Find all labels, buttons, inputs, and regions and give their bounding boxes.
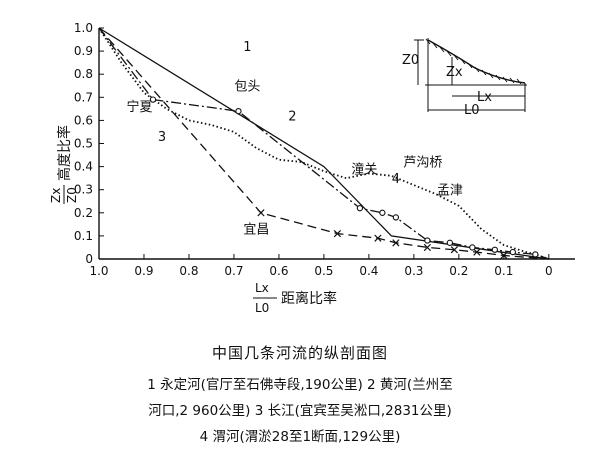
inset-diagram: Z0 Zx Lx L0 [402, 38, 527, 118]
x-ticks: 1.0 0.9 0.8 0.7 0.6 0.5 0.4 0.3 0.2 0.1 0 [89, 254, 552, 278]
annotation-label: 潼关 [351, 162, 377, 178]
plot-axes [99, 28, 575, 259]
figure-caption-line-1: 1 永定河(官厅至石佛寺段,190公里) 2 黄河(兰州至 [0, 373, 600, 393]
series-4-point [533, 252, 538, 257]
series-4-point [447, 240, 452, 245]
x-tick-label: 0.9 [134, 264, 153, 278]
series-4-point [470, 245, 475, 250]
annotation-label: 包头 [234, 79, 260, 94]
series-1-line [99, 28, 549, 259]
annotation-label: 2 [288, 109, 296, 124]
inset-profile-curve [428, 40, 525, 83]
y-tick-label: 0.4 [74, 160, 93, 174]
annotation-label: 1 [243, 40, 251, 55]
inset-z0-label: Z0 [402, 53, 419, 68]
x-tick-label: 0.6 [269, 264, 288, 278]
series-4-point [236, 109, 241, 114]
annotation-label: 4 [392, 172, 400, 187]
x-tick-label: 0.2 [449, 264, 468, 278]
series-4-point [492, 247, 497, 252]
y-tick-label: 1.0 [74, 21, 93, 35]
x-axis-label-text: 距离比率 [281, 290, 337, 307]
y-tick-label: 0.6 [74, 113, 93, 127]
x-axis-label-num: Lx [255, 281, 269, 295]
series-4-point [380, 210, 385, 215]
y-tick-label: 0.7 [74, 90, 93, 104]
annotation-label: 宜昌 [243, 223, 269, 238]
y-axis-label-text: 高度比率 [56, 125, 73, 181]
annotation-label: 宁夏 [126, 99, 152, 115]
y-axis-label-den: Z0 [65, 187, 79, 203]
x-tick-label: 0 [545, 264, 553, 278]
y-tick-label: 0.9 [74, 44, 93, 58]
series-2-line [99, 28, 549, 259]
figure-caption-line-3: 4 渭河(渭淤28至1断面,129公里) [0, 425, 600, 445]
figure-caption-line-2: 河口,2 960公里) 3 长江(宜宾至吴淞口,2831公里) [0, 399, 600, 419]
y-tick-label: 0.2 [74, 206, 93, 220]
figure-caption-title: 中国几条河流的纵剖面图 [0, 342, 600, 363]
x-tick-label: 0.7 [224, 264, 243, 278]
y-tick-label: 0.1 [74, 229, 93, 243]
river-profile-chart: 1.0 0.9 0.8 0.7 0.6 0.5 0.4 0.3 0.2 0.1 0 1.0 0.9 0.… [0, 0, 600, 340]
inset-profile-hatch [426, 39, 521, 84]
x-tick-label: 1.0 [89, 264, 108, 278]
x-tick-label: 0.3 [404, 264, 423, 278]
x-tick-label: 0.8 [179, 264, 198, 278]
series-3-point [258, 210, 264, 216]
inset-l0-label: L0 [464, 103, 480, 118]
annotation-label: 3 [158, 130, 166, 145]
x-tick-label: 0.4 [359, 264, 378, 278]
series-4-point [425, 238, 430, 243]
annotation-label: 芦沟桥 [403, 156, 442, 171]
series-layer [99, 28, 549, 259]
x-axis-label-den: L0 [255, 301, 269, 315]
series-4-point [393, 215, 398, 220]
x-tick-label: 0.5 [314, 264, 333, 278]
inset-zx-label: Zx [446, 65, 463, 80]
x-tick-label: 0.1 [494, 264, 513, 278]
y-axis-label-num: Zx [49, 188, 63, 203]
series-4-line [99, 28, 549, 259]
annotation-label: 孟津 [437, 183, 463, 198]
series-4-point [510, 249, 515, 254]
y-tick-label: 0.5 [74, 137, 93, 151]
y-tick-label: 0.8 [74, 67, 93, 81]
series-4-point [357, 206, 362, 211]
x-axis-label: Lx L0 距离比率 [253, 281, 337, 315]
series-3-line [99, 28, 549, 259]
